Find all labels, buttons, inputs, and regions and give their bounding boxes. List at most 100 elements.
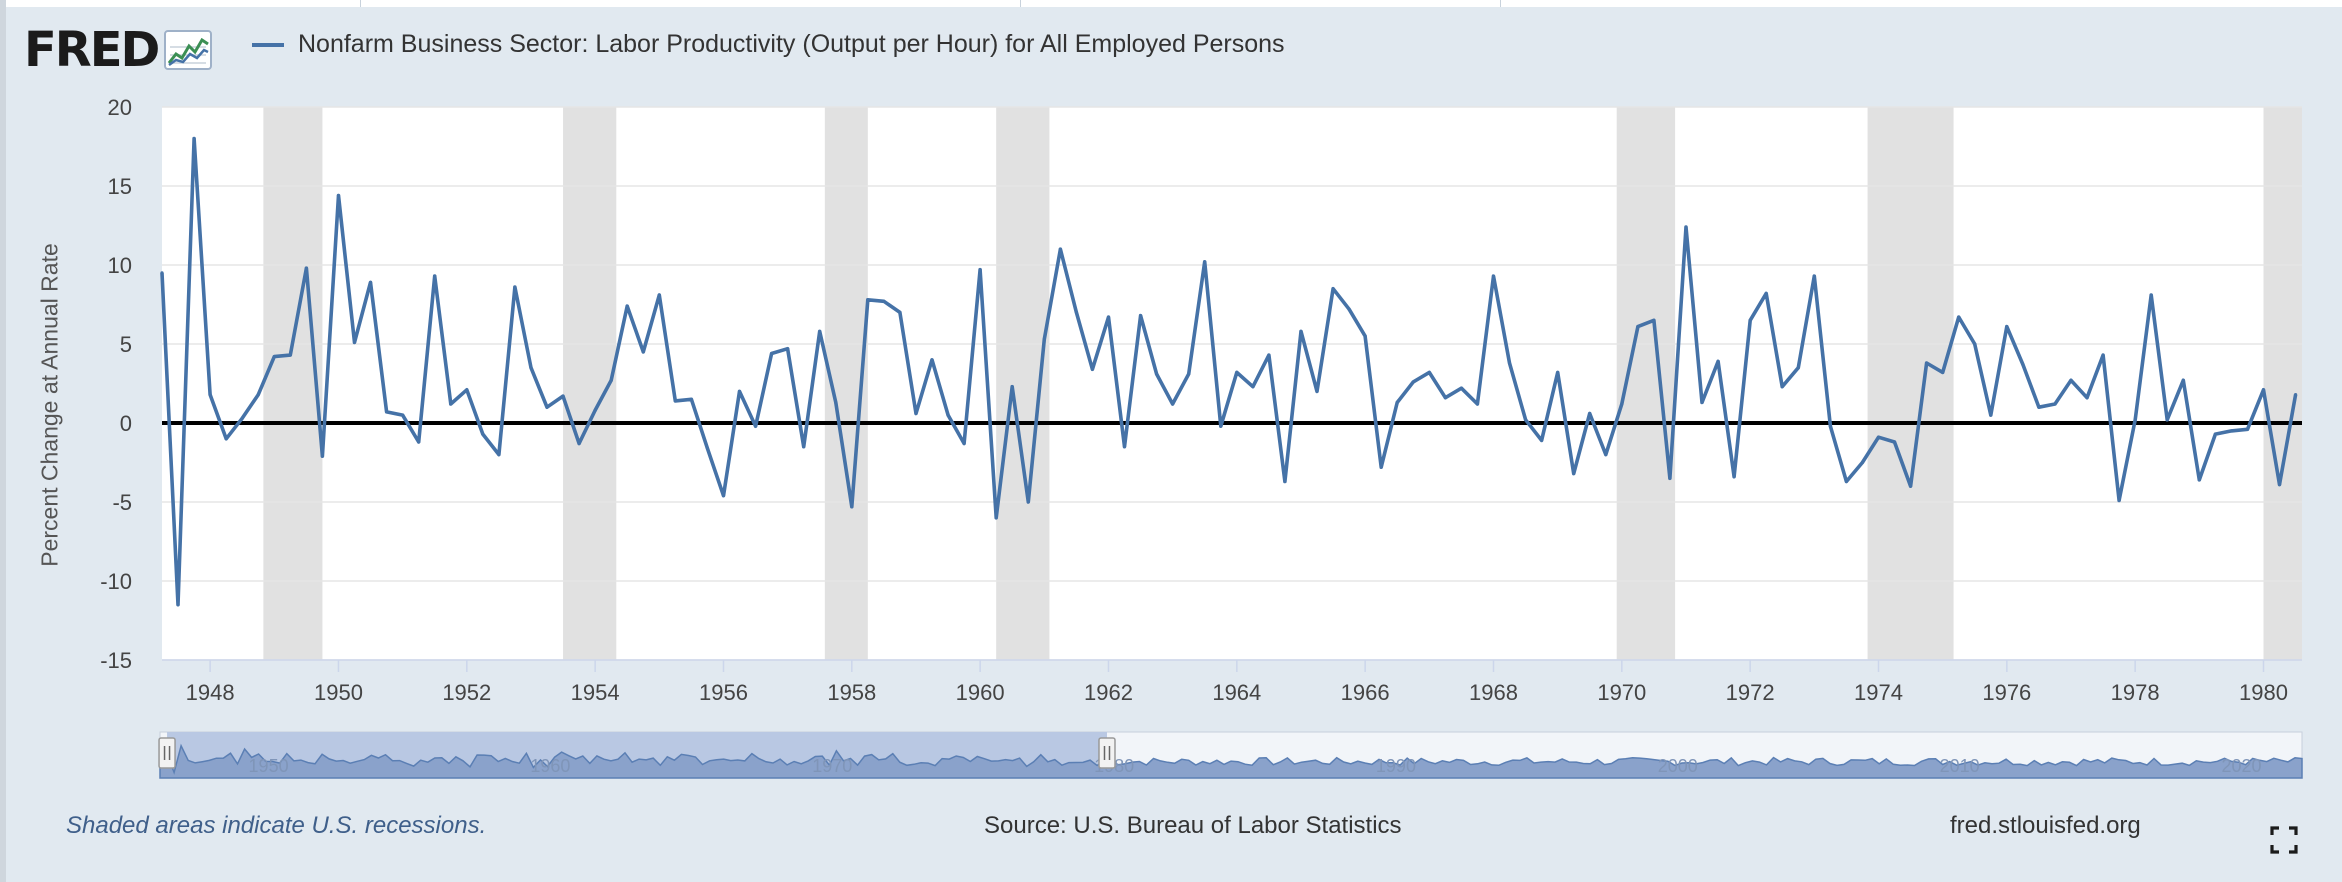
data-point — [1475, 402, 1480, 406]
x-tick-label: 1974 — [1854, 680, 1903, 705]
data-point — [1010, 385, 1014, 389]
x-tick-label: 1952 — [442, 680, 491, 705]
data-point — [1315, 389, 1319, 393]
data-point — [914, 411, 918, 416]
data-point — [1459, 386, 1464, 390]
data-point — [2245, 427, 2250, 431]
data-point — [1203, 260, 1207, 264]
data-point — [1427, 370, 1431, 375]
data-point — [641, 350, 645, 354]
data-point — [769, 351, 774, 356]
site-link[interactable]: fred.stlouisfed.org — [1950, 812, 2141, 839]
series-group — [160, 136, 2298, 607]
data-point — [721, 494, 726, 498]
data-point — [1395, 400, 1399, 405]
data-point — [1588, 411, 1592, 416]
data-point — [2277, 483, 2282, 487]
data-point — [2053, 402, 2057, 406]
data-point — [1860, 460, 1865, 465]
x-tick-label: 1980 — [2239, 680, 2288, 705]
source-text: Source: U.S. Bureau of Labor Statistics — [984, 812, 1402, 839]
left-edge — [0, 0, 6, 882]
data-point — [352, 340, 357, 345]
x-tick-label: 1962 — [1084, 680, 1133, 705]
data-point — [625, 304, 629, 308]
data-point — [176, 603, 180, 607]
data-point — [433, 274, 437, 278]
fred-logo[interactable]: FRED — [24, 22, 213, 78]
data-point — [2213, 432, 2217, 436]
data-point — [1748, 318, 1752, 322]
data-point — [1636, 325, 1640, 329]
data-point — [481, 432, 485, 436]
x-tick-label: 1948 — [186, 680, 235, 705]
data-point — [2229, 429, 2234, 433]
recession-note: Shaded areas indicate U.S. recessions. — [66, 812, 487, 839]
recession-band — [563, 107, 617, 660]
data-point — [1716, 359, 1720, 363]
data-point — [705, 446, 710, 450]
x-axis-ticks: 1948 1950 1952 1954 1956 1958 1960 1962 1964 1966… — [162, 659, 2302, 705]
data-point — [192, 137, 196, 141]
data-point — [1074, 310, 1078, 314]
data-point — [545, 405, 549, 409]
data-point — [593, 408, 597, 412]
data-point — [1507, 361, 1512, 365]
data-point — [2197, 478, 2201, 482]
y-tick-label: 5 — [120, 332, 132, 357]
x-tick-label: 1956 — [699, 680, 748, 705]
data-point — [1299, 329, 1303, 333]
data-point — [513, 285, 517, 289]
chart-svg: 20 15 10 5 0 -5 -10 -15 1948 1950 1952 1954 1956 195… — [100, 95, 2303, 779]
navigator-tick-label: 2020 — [2221, 756, 2261, 776]
data-point — [1620, 402, 1624, 406]
data-point — [1491, 274, 1496, 278]
data-point — [465, 388, 469, 392]
x-tick-label: 1958 — [827, 680, 876, 705]
data-point — [272, 355, 276, 359]
data-point — [256, 392, 260, 397]
legend[interactable]: Nonfarm Business Sector: Labor Productiv… — [252, 30, 1285, 59]
y-tick-label: 10 — [108, 253, 132, 278]
data-point — [320, 454, 325, 458]
data-point — [1331, 287, 1335, 291]
data-point — [1780, 385, 1784, 389]
legend-swatch — [252, 42, 284, 47]
data-point — [946, 413, 950, 417]
data-point — [657, 293, 661, 297]
navigator-tick-label: 2000 — [1658, 756, 1698, 776]
navigator-handle-icon[interactable] — [1098, 737, 1116, 769]
data-point — [882, 299, 886, 303]
range-navigator[interactable]: 19501960197019801990200020102020 — [158, 731, 2303, 779]
data-point — [2165, 418, 2169, 422]
data-point — [336, 193, 341, 198]
data-point — [160, 271, 164, 275]
data-point — [978, 268, 982, 272]
data-point — [1684, 225, 1688, 229]
data-point — [1138, 313, 1143, 318]
y-tick-label: 20 — [108, 95, 132, 120]
data-point — [1122, 445, 1127, 449]
data-point — [753, 424, 758, 428]
fullscreen-icon[interactable] — [2270, 826, 2298, 854]
navigator-tick-label: 1970 — [812, 756, 852, 776]
x-tick-label: 1968 — [1469, 680, 1518, 705]
fred-logo-text: FRED — [24, 22, 160, 78]
data-point — [2261, 388, 2266, 392]
data-point — [1267, 353, 1271, 357]
x-tick-label: 1960 — [956, 680, 1005, 705]
divider-tick — [1500, 0, 1501, 7]
data-point — [1732, 475, 1736, 479]
data-point — [1844, 479, 1849, 484]
recession-band — [263, 107, 323, 660]
data-point — [240, 416, 244, 420]
recession-band — [1867, 107, 1954, 660]
y-tick-label: -5 — [112, 490, 132, 515]
data-point — [802, 445, 806, 449]
x-tick-label: 1976 — [1982, 680, 2031, 705]
divider-tick — [360, 0, 361, 7]
data-point — [304, 266, 308, 270]
navigator-handle-icon[interactable] — [158, 737, 176, 769]
y-tick-label: 15 — [108, 174, 132, 199]
data-point — [673, 399, 677, 403]
